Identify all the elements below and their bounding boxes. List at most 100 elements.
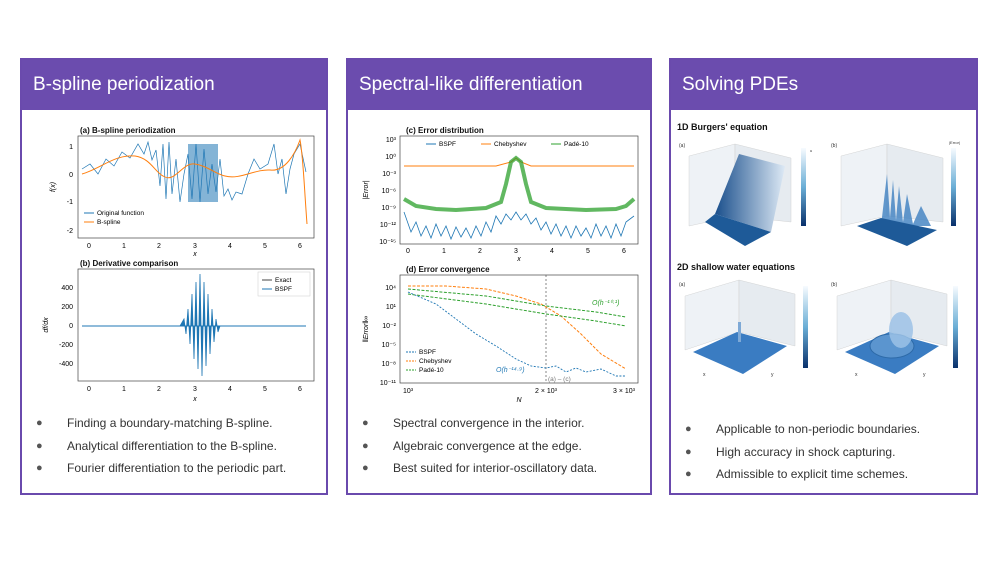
- swe-title: 2D shallow water equations: [677, 262, 795, 272]
- burgers-a-colorbar: [801, 148, 806, 226]
- panel-bspline: B-spline periodization (a) B-spline peri…: [20, 58, 328, 495]
- bullet-list: ● Finding a boundary-matching B-spline. ●…: [22, 412, 326, 480]
- bullet-item: ● Algebraic convergence at the edge.: [348, 435, 650, 458]
- bullet-icon: ●: [685, 468, 692, 481]
- bullet-text: Fourier differentiation to the periodic …: [67, 461, 287, 476]
- swe-a-peak: [738, 322, 741, 342]
- plot-a-xlabel: x: [192, 251, 197, 258]
- plot-d-bspf-curve: [407, 291, 626, 377]
- legend-label-pade: Padé-10: [419, 367, 444, 374]
- bullet-text: High accuracy in shock capturing.: [716, 444, 896, 459]
- burgers-b-wall-right: [886, 143, 944, 223]
- swe-label-b: (b): [831, 282, 837, 288]
- plot-d-frame: [399, 274, 639, 384]
- bullet-icon: ●: [36, 439, 43, 452]
- figure-pdes: 1D Burgers' equation (a) u (b) |Error| 2…: [677, 122, 960, 378]
- legend-label-pade: Padé-10: [564, 141, 589, 148]
- plot-b-ylabel: df/dx: [43, 317, 50, 333]
- plot-c-pade-curve: [402, 155, 636, 213]
- plot-a-yticks: 1 0 -1 -2: [67, 144, 73, 235]
- xtick: 10³: [403, 388, 414, 395]
- xtick: 2: [157, 243, 161, 250]
- bullet-item: ● High accuracy in shock capturing.: [671, 441, 976, 464]
- burgers-b-error-spikes: [881, 174, 931, 226]
- plot-c-xlabel: x: [516, 256, 521, 263]
- panel-title: Spectral-like differentiation: [348, 60, 650, 110]
- burgers-b-floor: [857, 218, 937, 246]
- burgers-label-a: (a): [679, 143, 685, 149]
- ytick: 200: [61, 304, 73, 311]
- xtick: 3: [193, 243, 197, 250]
- plot-d-ylabel: ‖Error‖∞: [363, 316, 370, 342]
- xtick: 4: [228, 386, 232, 393]
- plot-d-legend: BSPF Chebyshev Padé-10: [406, 349, 452, 374]
- plot-d-chebyshev-curve: [408, 285, 627, 370]
- bullet-item: ● Analytical differentiation to the B-spl…: [22, 435, 326, 458]
- xtick: 6: [298, 243, 302, 250]
- bullet-text: Spectral convergence in the interior.: [393, 416, 585, 430]
- bullet-item: ● Spectral convergence in the interior.: [348, 412, 650, 435]
- plot-a-ylabel: f(x): [50, 182, 57, 192]
- plot-c-yticks: 10³ 10⁰ 10⁻³ 10⁻⁶ 10⁻⁹ 10⁻¹² 10⁻¹⁵: [379, 137, 396, 246]
- xtick: 5: [586, 248, 590, 255]
- ytick: 10⁻¹¹: [380, 380, 397, 387]
- bullet-list: ● Spectral convergence in the interior. ●…: [348, 412, 650, 480]
- bullet-item: ● Admissible to explicit time schemes.: [671, 463, 976, 486]
- plot-d-xticks: 10³ 2 × 10³ 3 × 10³: [403, 388, 636, 395]
- ytick: 10⁻³: [382, 171, 396, 178]
- plot-b-title: (b) Derivative comparison: [80, 259, 178, 268]
- burgers-a-surface-front: [705, 214, 771, 246]
- plot-c-title: (c) Error distribution: [406, 126, 484, 135]
- xtick: 0: [87, 386, 91, 393]
- bullet-text: Admissible to explicit time schemes.: [716, 467, 909, 482]
- bullet-text: Best suited for interior-oscillatory dat…: [393, 461, 598, 476]
- plot-b-xticks: 0 1 2 3 4 5 6: [87, 386, 302, 393]
- xtick: 4: [550, 248, 554, 255]
- plot-c-legend: BSPF Chebyshev Padé-10: [426, 141, 589, 148]
- plot-d-annotation-bspf: O(h⁻¹⁴·⁹): [496, 367, 525, 374]
- figure-spectral: (c) Error distribution |Error| 10³ 10⁰ 1…: [363, 126, 639, 404]
- ytick: 10⁴: [385, 285, 396, 292]
- xtick: 0: [87, 243, 91, 250]
- plot-c-ylabel: |Error|: [363, 180, 370, 199]
- panel-title: B-spline periodization: [22, 60, 326, 110]
- ytick: -2: [67, 228, 73, 235]
- burgers-a-surface: [715, 154, 785, 232]
- plot-c-xticks: 0 1 2 3 4 5 6: [406, 248, 626, 255]
- legend-label-chebyshev: Chebyshev: [419, 358, 452, 365]
- bullet-item: ● Fourier differentiation to the periodic…: [22, 457, 326, 480]
- plot-b-burst: [179, 273, 221, 377]
- plot-d-annotation-mark: (a) – (c): [548, 376, 571, 383]
- swe-label-a: (a): [679, 282, 685, 288]
- plot-c-frame: [399, 135, 639, 245]
- legend-label-chebyshev: Chebyshev: [494, 141, 527, 148]
- xtick: 6: [622, 248, 626, 255]
- ytick: 10¹: [386, 304, 397, 311]
- plot-d-annotation-pade: O(h⁻¹⁰·¹): [592, 299, 620, 307]
- xtick: 2: [478, 248, 482, 255]
- legend-label-bspf: BSPF: [439, 141, 456, 148]
- xtick: 5: [263, 386, 267, 393]
- swe-a-axis-x: x: [703, 372, 706, 378]
- bullet-icon: ●: [36, 417, 43, 429]
- xtick: 6: [298, 386, 302, 393]
- plot-a-legend: Original function B-spline: [84, 210, 144, 226]
- bullet-text: Analytical differentiation to the B-spli…: [67, 438, 277, 453]
- xtick: 2: [157, 386, 161, 393]
- plot-d-title: (d) Error convergence: [406, 265, 490, 274]
- swe-b-wave-crest: [889, 312, 913, 348]
- plot-d-xlabel: N: [516, 397, 522, 404]
- plot-c-bspf-curve: [403, 211, 635, 241]
- bullet-icon: ●: [362, 439, 369, 452]
- bullet-text: Algebraic convergence at the edge.: [393, 438, 582, 453]
- panel-pdes: Solving PDEs 1D Burgers' equation (a) u …: [669, 58, 978, 495]
- xtick: 5: [263, 243, 267, 250]
- ytick: -1: [67, 199, 73, 206]
- bullet-icon: ●: [362, 462, 369, 475]
- bullet-item: ● Best suited for interior-oscillatory da…: [348, 457, 650, 480]
- burgers-a-colorbar-label: u: [810, 148, 812, 153]
- bullet-item: ● Finding a boundary-matching B-spline.: [22, 412, 326, 435]
- ytick: 10⁰: [385, 153, 396, 161]
- ytick: 10⁻¹⁵: [379, 239, 396, 246]
- burgers-title: 1D Burgers' equation: [677, 122, 768, 132]
